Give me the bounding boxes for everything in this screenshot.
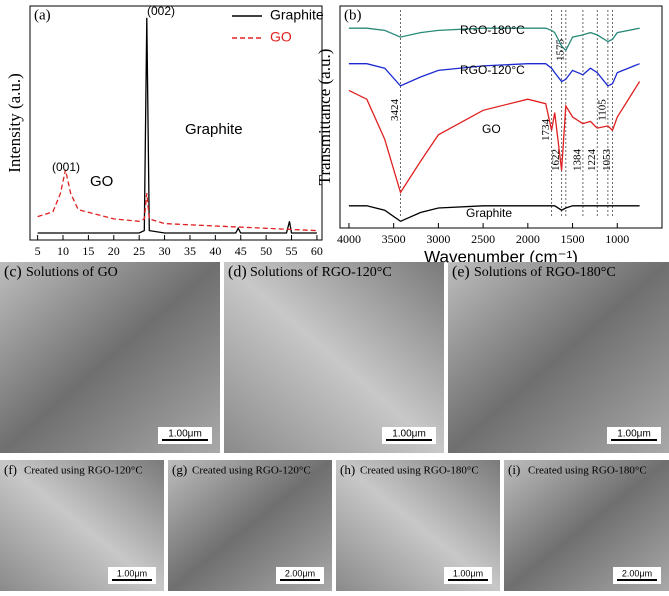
plot-frame xyxy=(339,5,663,229)
series-line xyxy=(348,205,640,223)
panel-label: (e) xyxy=(452,264,470,281)
panel-label: (c) xyxy=(4,264,22,281)
panel-label: (a) xyxy=(34,7,51,23)
series-line xyxy=(348,27,640,52)
x-tick-label: 2500 xyxy=(471,232,495,246)
series-line xyxy=(348,81,641,195)
x-tick-label: 60 xyxy=(311,244,323,258)
panel-label: (g) xyxy=(172,462,187,477)
annotation: (001) xyxy=(52,160,80,174)
panel-caption: Solutions of RGO-120°C xyxy=(250,265,392,280)
panel-label: (f) xyxy=(4,462,17,477)
panel-caption: Created using RGO-180°C xyxy=(528,465,647,477)
y-axis-label: Intensity (a.u.) xyxy=(5,73,24,173)
x-tick-label: 30 xyxy=(159,244,171,258)
legend-label: GO xyxy=(270,29,292,45)
marker-label: 3424 xyxy=(389,99,401,122)
x-tick-label: 5 xyxy=(35,244,41,258)
scale-bar-label: 1.00μm xyxy=(453,568,483,578)
x-tick-label: 4000 xyxy=(337,232,361,246)
panel-label: (b) xyxy=(344,7,362,23)
annotation: (002) xyxy=(147,4,175,18)
x-tick-label: 1500 xyxy=(561,232,585,246)
scale-bar-label: 1.00μm xyxy=(392,429,426,440)
x-axis-label: Wavenumber (cm⁻¹) xyxy=(424,247,578,266)
series-label: RGO-120°C xyxy=(460,63,525,77)
legend-label: Graphite xyxy=(270,7,324,23)
x-tick-label: 3500 xyxy=(382,232,406,246)
panel-label: (d) xyxy=(228,264,247,281)
x-tick-label: 20 xyxy=(108,244,120,258)
panel-caption: Solutions of GO xyxy=(26,265,118,280)
scale-bar-label: 1.00μm xyxy=(168,429,202,440)
marker-label: 1384 xyxy=(571,149,583,172)
series-line xyxy=(37,17,317,234)
sem-image xyxy=(448,262,669,453)
marker-label: 1575 xyxy=(554,39,566,62)
sem-image xyxy=(0,262,220,453)
panel-caption: Created using RGO-120°C xyxy=(192,465,311,477)
scale-bar-label: 2.00μm xyxy=(622,568,652,578)
x-tick-label: 55 xyxy=(286,244,298,258)
x-tick-label: 1000 xyxy=(605,232,629,246)
scale-bar-label: 1.00μm xyxy=(117,568,147,578)
scale-bar-label: 2.00μm xyxy=(285,568,315,578)
series-line xyxy=(37,169,317,232)
annotation: GO xyxy=(90,173,113,190)
panel-caption: Created using RGO-120°C xyxy=(24,465,143,477)
x-tick-label: 35 xyxy=(184,244,196,258)
panel-label: (i) xyxy=(508,462,520,477)
annotation: Graphite xyxy=(185,121,243,138)
series-label: RGO-180°C xyxy=(460,23,525,37)
x-tick-label: 45 xyxy=(235,244,247,258)
marker-label: 1053 xyxy=(601,149,613,172)
x-tick-label: 40 xyxy=(209,244,221,258)
series-label: GO xyxy=(482,122,501,136)
x-tick-label: 3000 xyxy=(426,232,450,246)
marker-label: 1734 xyxy=(540,119,552,142)
series-label: Graphite xyxy=(466,206,512,220)
panel-caption: Solutions of RGO-180°C xyxy=(474,265,616,280)
series-line xyxy=(348,63,640,87)
panel-label: (h) xyxy=(340,462,355,477)
x-tick-label: 2000 xyxy=(516,232,540,246)
sem-image xyxy=(224,262,444,453)
y-axis-label: Transmittance (a.u.) xyxy=(315,49,334,186)
x-tick-label: 25 xyxy=(133,244,145,258)
panel-caption: Created using RGO-180°C xyxy=(360,465,479,477)
marker-label: 1224 xyxy=(586,149,598,172)
x-tick-label: 15 xyxy=(82,244,94,258)
scale-bar-label: 1.00μm xyxy=(617,429,651,440)
x-tick-label: 50 xyxy=(260,244,272,258)
x-tick-label: 10 xyxy=(57,244,69,258)
marker-label: 1105 xyxy=(596,99,608,121)
plot-frame xyxy=(29,5,323,241)
